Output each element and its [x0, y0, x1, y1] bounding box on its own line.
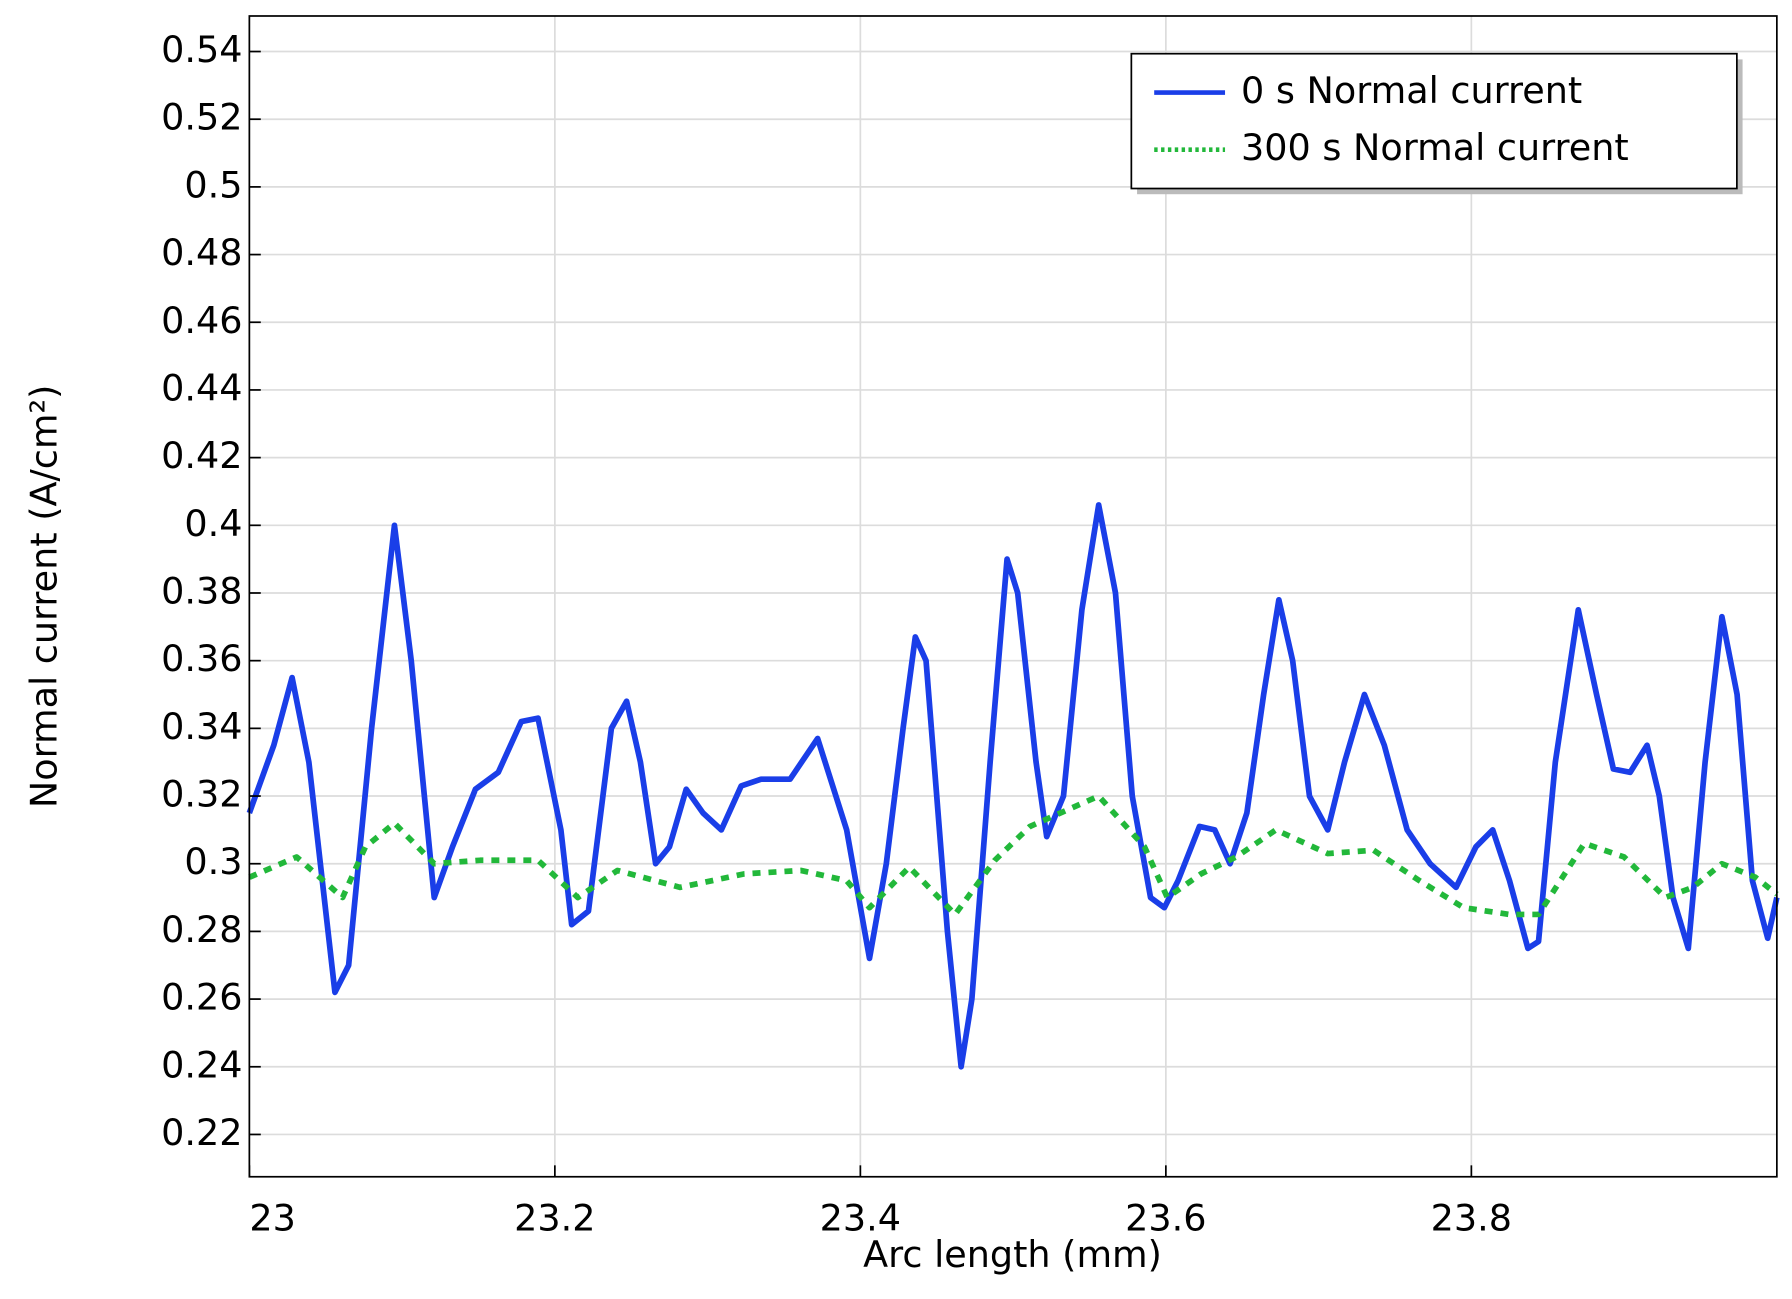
y-tick-label: 0.4 [184, 502, 242, 545]
y-tick-label: 0.48 [161, 231, 242, 274]
x-tick-label: 23.8 [1431, 1197, 1512, 1240]
x-tick-label: 23.6 [1125, 1197, 1206, 1240]
x-tick-label: 23.2 [514, 1197, 595, 1240]
y-tick-label: 0.5 [184, 163, 242, 206]
legend: 0 s Normal current 300 s Normal current [1130, 52, 1743, 195]
y-tick-label: 0.28 [161, 908, 242, 951]
y-tick-label: 0.22 [161, 1111, 242, 1154]
axes-frame [248, 15, 1778, 1178]
y-tick-label: 0.38 [161, 569, 242, 612]
y-tick-label: 0.36 [161, 637, 242, 680]
y-tick-label: 0.3 [184, 840, 242, 883]
legend-box [1130, 52, 1738, 190]
y-tick-label: 0.34 [161, 705, 242, 748]
y-tick-label: 0.46 [161, 299, 242, 342]
series-line [248, 793, 1779, 918]
series-line [246, 502, 1780, 1070]
x-tick-label: 23 [249, 1197, 296, 1240]
y-tick-label: 0.26 [161, 976, 242, 1019]
ticks: 0.22 0.24 0.26 0.28 0.3 0.32 0.34 0.36 0.38 0.4 0.… [161, 28, 1512, 1240]
y-tick-label: 0.54 [161, 28, 242, 71]
plot-area [246, 502, 1780, 1070]
y-tick-label: 0.42 [161, 434, 242, 477]
y-tick-label: 0.44 [161, 366, 242, 409]
x-tick-label: 23.4 [820, 1197, 901, 1240]
x-axis-label: Arc length (mm) [863, 1233, 1162, 1276]
legend-label: 0 s Normal current [1241, 69, 1582, 112]
y-tick-label: 0.52 [161, 96, 242, 139]
y-tick-label: 0.24 [161, 1043, 242, 1086]
y-axis-label: Normal current (A/cm²) [22, 385, 65, 808]
y-tick-label: 0.32 [161, 773, 242, 816]
legend-label: 300 s Normal current [1241, 126, 1629, 169]
